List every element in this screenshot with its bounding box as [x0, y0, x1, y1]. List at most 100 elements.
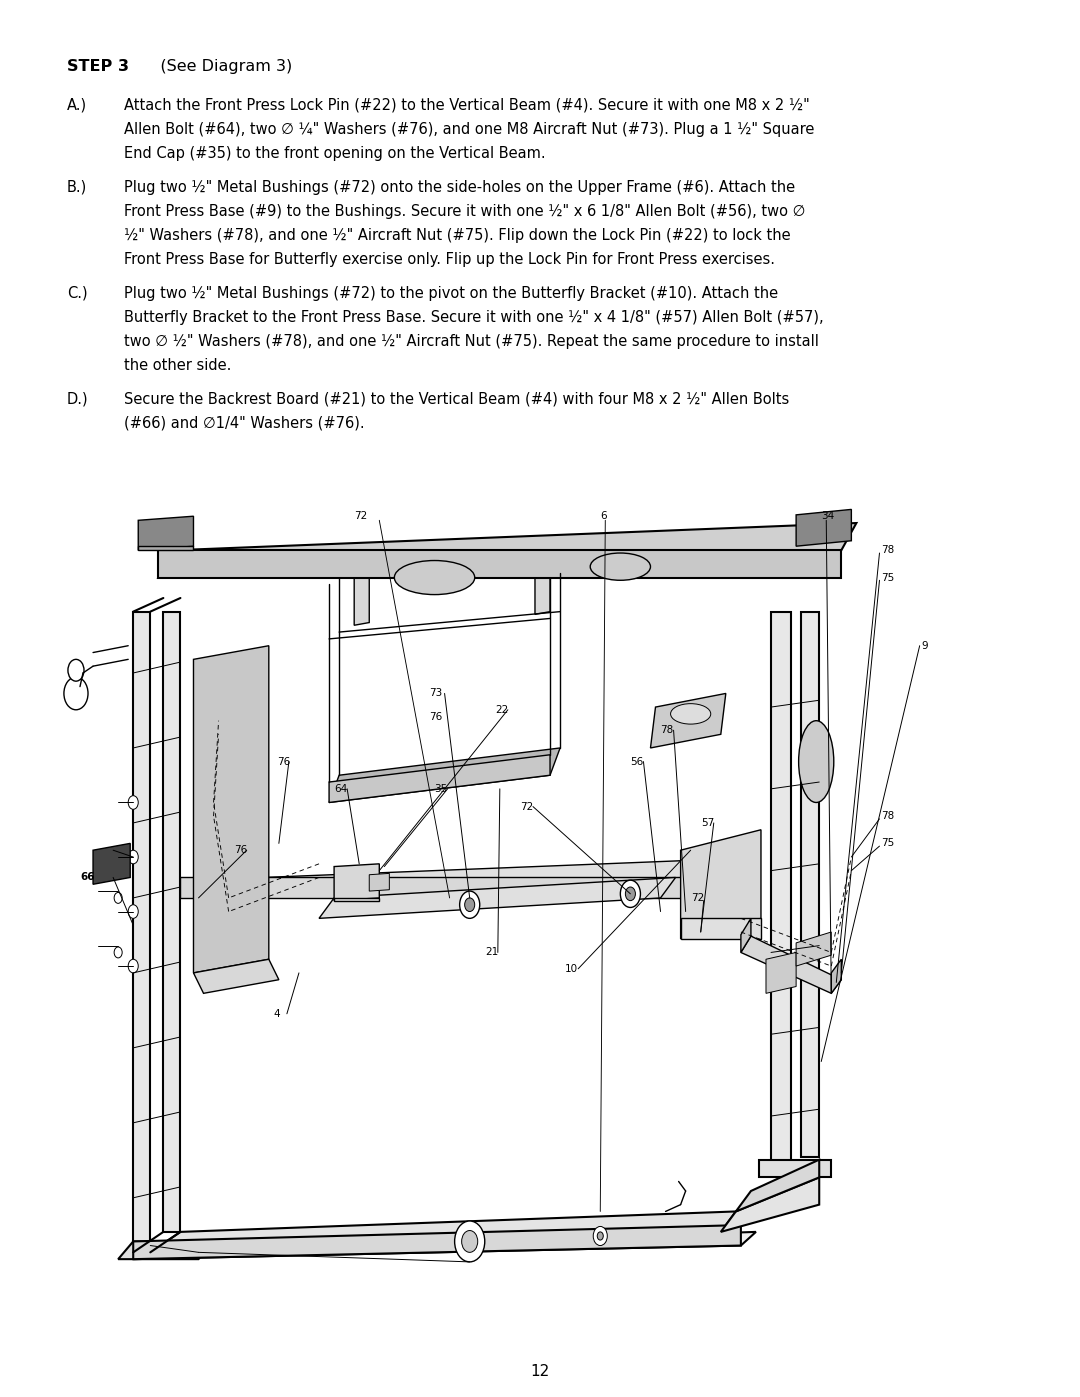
Text: A.): A.): [67, 98, 87, 113]
Circle shape: [129, 905, 138, 918]
Circle shape: [597, 1232, 604, 1241]
Circle shape: [625, 887, 635, 901]
Text: 9: 9: [921, 641, 929, 651]
Text: 10: 10: [565, 964, 578, 974]
Polygon shape: [354, 550, 369, 626]
Text: 76: 76: [276, 757, 291, 767]
Circle shape: [114, 893, 122, 904]
Circle shape: [455, 1221, 485, 1261]
Text: 56: 56: [631, 757, 644, 767]
Polygon shape: [680, 918, 761, 939]
Text: 75: 75: [881, 838, 894, 848]
Text: the other side.: the other side.: [124, 358, 231, 373]
Polygon shape: [150, 1211, 735, 1252]
Text: 78: 78: [881, 545, 894, 555]
Polygon shape: [329, 747, 561, 802]
Text: 34: 34: [821, 511, 835, 521]
Circle shape: [64, 678, 89, 710]
Circle shape: [129, 851, 138, 863]
Ellipse shape: [591, 553, 650, 580]
Text: Plug two ½" Metal Bushings (#72) to the pivot on the Butterfly Bracket (#10). At: Plug two ½" Metal Bushings (#72) to the …: [124, 285, 779, 300]
Text: 35: 35: [434, 784, 448, 793]
Text: 73: 73: [430, 689, 443, 698]
Text: 78: 78: [881, 812, 894, 821]
Polygon shape: [535, 550, 550, 615]
Text: 75: 75: [881, 573, 894, 583]
Text: 76: 76: [430, 711, 443, 722]
Text: 21: 21: [485, 947, 498, 957]
Polygon shape: [93, 844, 131, 884]
Circle shape: [129, 796, 138, 809]
Text: Secure the Backrest Board (#21) to the Vertical Beam (#4) with four M8 x 2 ½" Al: Secure the Backrest Board (#21) to the V…: [124, 391, 789, 407]
Text: C.): C.): [67, 285, 87, 300]
Circle shape: [460, 891, 480, 918]
Text: Allen Bolt (#64), two ∅ ¼" Washers (#76), and one M8 Aircraft Nut (#73). Plug a : Allen Bolt (#64), two ∅ ¼" Washers (#76)…: [124, 122, 814, 137]
Polygon shape: [650, 693, 726, 747]
Text: Front Press Base (#9) to the Bushings. Secure it with one ½" x 6 1/8" Allen Bolt: Front Press Base (#9) to the Bushings. S…: [124, 204, 806, 219]
Text: 57: 57: [701, 817, 714, 828]
Text: 64: 64: [334, 784, 348, 793]
Text: 4: 4: [274, 1009, 281, 1018]
Ellipse shape: [394, 560, 475, 595]
Polygon shape: [163, 612, 180, 1232]
Polygon shape: [796, 932, 832, 967]
Polygon shape: [771, 612, 792, 1171]
Text: 72: 72: [519, 802, 534, 812]
Polygon shape: [138, 517, 193, 550]
Ellipse shape: [671, 704, 711, 724]
Polygon shape: [159, 550, 841, 577]
Polygon shape: [138, 546, 193, 550]
Text: Plug two ½" Metal Bushings (#72) onto the side-holes on the Upper Frame (#6). At: Plug two ½" Metal Bushings (#72) onto th…: [124, 180, 795, 194]
Polygon shape: [741, 918, 751, 953]
Circle shape: [114, 947, 122, 958]
Text: 72: 72: [691, 893, 704, 902]
Text: two ∅ ½" Washers (#78), and one ½" Aircraft Nut (#75). Repeat the same procedure: two ∅ ½" Washers (#78), and one ½" Aircr…: [124, 334, 819, 349]
Polygon shape: [334, 863, 379, 901]
Ellipse shape: [798, 721, 834, 802]
Polygon shape: [369, 873, 390, 891]
Text: 6: 6: [600, 511, 607, 521]
Circle shape: [620, 880, 640, 908]
Text: Attach the Front Press Lock Pin (#22) to the Vertical Beam (#4). Secure it with : Attach the Front Press Lock Pin (#22) to…: [124, 98, 810, 113]
Polygon shape: [193, 645, 269, 972]
Text: (See Diagram 3): (See Diagram 3): [145, 59, 292, 74]
Text: D.): D.): [67, 391, 89, 407]
Polygon shape: [118, 1242, 214, 1259]
Polygon shape: [759, 1160, 832, 1178]
Text: 72: 72: [354, 511, 367, 521]
Text: B.): B.): [67, 180, 87, 194]
Text: Front Press Base for Butterfly exercise only. Flip up the Lock Pin for Front Pre: Front Press Base for Butterfly exercise …: [124, 251, 775, 267]
Circle shape: [68, 659, 84, 682]
Text: ½" Washers (#78), and one ½" Aircraft Nut (#75). Flip down the Lock Pin (#22) to: ½" Washers (#78), and one ½" Aircraft Nu…: [124, 228, 791, 243]
Circle shape: [464, 898, 475, 912]
Polygon shape: [796, 510, 851, 546]
Polygon shape: [180, 877, 691, 898]
Polygon shape: [735, 1160, 820, 1211]
Polygon shape: [801, 612, 820, 1157]
Polygon shape: [180, 859, 705, 898]
Circle shape: [461, 1231, 477, 1252]
Text: Butterfly Bracket to the Front Press Base. Secure it with one ½" x 4 1/8" (#57) : Butterfly Bracket to the Front Press Bas…: [124, 310, 824, 324]
Polygon shape: [133, 1232, 756, 1259]
Polygon shape: [720, 1178, 820, 1232]
Text: 78: 78: [661, 725, 674, 735]
Polygon shape: [133, 612, 150, 1252]
Circle shape: [129, 960, 138, 972]
Text: 66: 66: [80, 873, 94, 883]
Polygon shape: [329, 754, 550, 802]
Text: (#66) and ∅1/4" Washers (#76).: (#66) and ∅1/4" Washers (#76).: [124, 415, 365, 430]
Polygon shape: [766, 953, 796, 993]
Polygon shape: [159, 522, 856, 577]
Text: 12: 12: [530, 1365, 550, 1379]
Text: 22: 22: [495, 705, 508, 715]
Polygon shape: [680, 830, 761, 939]
Polygon shape: [832, 960, 841, 993]
Polygon shape: [334, 898, 379, 901]
Polygon shape: [741, 936, 841, 993]
Text: STEP 3: STEP 3: [67, 59, 129, 74]
Text: End Cap (#35) to the front opening on the Vertical Beam.: End Cap (#35) to the front opening on th…: [124, 145, 545, 161]
Circle shape: [593, 1227, 607, 1246]
Text: 76: 76: [233, 845, 247, 855]
Polygon shape: [193, 960, 279, 993]
Polygon shape: [133, 1225, 741, 1259]
